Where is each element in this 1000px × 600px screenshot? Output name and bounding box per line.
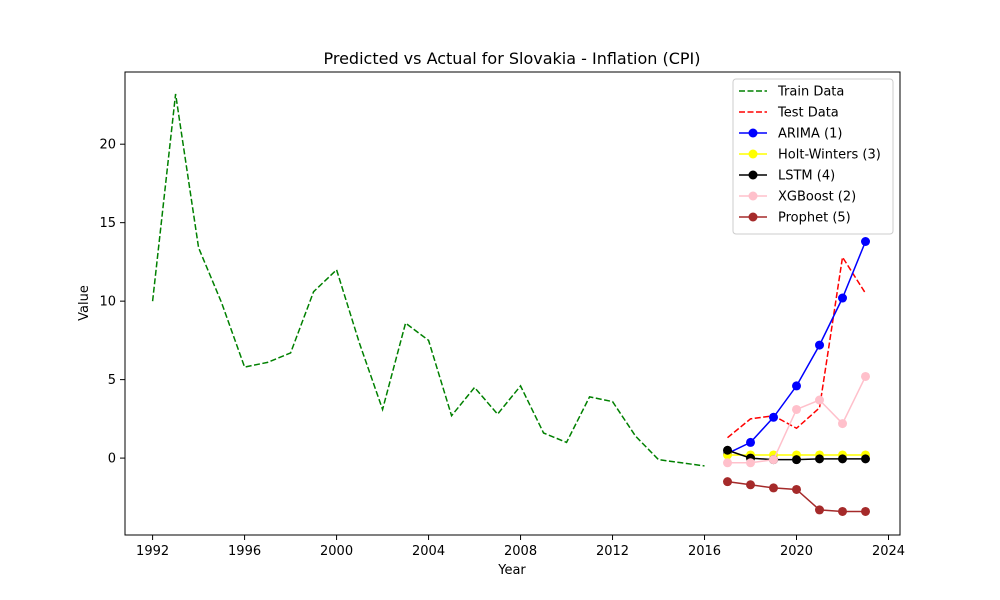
legend-marker: [748, 170, 758, 180]
x-tick-label: 2004: [412, 544, 445, 559]
legend-item: ARIMA (1): [739, 127, 842, 142]
legend-label: LSTM (4): [778, 169, 835, 184]
legend-item: Train Data: [739, 85, 844, 100]
y-tick-label: 5: [108, 373, 116, 388]
data-point: [746, 480, 756, 490]
data-point: [769, 483, 779, 493]
x-tick-label: 2012: [596, 544, 629, 559]
x-tick-label: 1996: [228, 544, 261, 559]
data-point: [861, 454, 871, 464]
data-point: [861, 237, 871, 247]
data-point: [838, 419, 848, 429]
x-tick-label: 2016: [688, 544, 721, 559]
data-point: [838, 454, 848, 464]
legend-label: Holt-Winters (3): [778, 148, 881, 163]
data-point: [861, 506, 871, 516]
legend-item: Holt-Winters (3): [739, 148, 881, 163]
data-point: [723, 477, 733, 487]
legend-label: Train Data: [777, 85, 844, 100]
x-axis: 1992 1996 2000 2004 2008 2012 2016 2020 2024: [136, 535, 905, 559]
data-point: [815, 505, 825, 515]
data-point: [815, 340, 825, 350]
x-tick-label: 2024: [872, 544, 905, 559]
data-point: [838, 293, 848, 303]
series-0: [151, 93, 705, 467]
series-6: [723, 477, 871, 516]
x-axis-label: Year: [497, 563, 526, 578]
legend-label: ARIMA (1): [778, 127, 842, 142]
series-line: [151, 93, 705, 467]
legend-marker: [748, 212, 758, 222]
data-point: [769, 455, 779, 465]
y-axis: 0 5 10 15 20: [99, 138, 125, 467]
series-line: [727, 255, 867, 439]
data-point: [792, 484, 802, 494]
legend-item: Prophet (5): [739, 211, 851, 226]
plot-frame: [124, 71, 901, 536]
data-point: [723, 458, 733, 468]
y-tick-label: 0: [108, 452, 116, 467]
legend: Train Data Test Data ARIMA (1) Holt-Winters…: [732, 78, 894, 235]
series-5: [723, 371, 871, 468]
legend-label: XGBoost (2): [778, 190, 856, 205]
legend-marker: [748, 128, 758, 138]
data-point: [746, 437, 756, 447]
x-tick-label: 2020: [780, 544, 813, 559]
data-point: [746, 458, 756, 468]
legend-item: XGBoost (2): [739, 190, 856, 205]
legend-label: Test Data: [777, 106, 839, 121]
data-point: [815, 395, 825, 405]
x-tick-label: 1992: [136, 544, 169, 559]
data-point: [723, 445, 733, 455]
legend-label: Prophet (5): [778, 211, 851, 226]
y-tick-label: 20: [99, 138, 116, 153]
legend-box: [732, 78, 894, 235]
y-tick-label: 10: [99, 295, 116, 310]
series-2: [723, 237, 871, 458]
legend-item: Test Data: [739, 106, 839, 121]
chart-title: Predicted vs Actual for Slovakia - Infla…: [323, 49, 700, 68]
y-axis-label: Value: [77, 285, 92, 321]
data-point: [815, 454, 825, 464]
data-point: [861, 371, 871, 381]
series-layer: [151, 93, 871, 516]
data-point: [769, 412, 779, 422]
x-tick-label: 2008: [504, 544, 537, 559]
legend-item: LSTM (4): [739, 169, 835, 184]
x-tick-label: 2000: [320, 544, 353, 559]
legend-marker: [748, 149, 758, 159]
legend-marker: [748, 191, 758, 201]
series-1: [727, 255, 867, 439]
data-point: [838, 506, 848, 516]
y-tick-label: 15: [99, 216, 116, 231]
data-point: [792, 455, 802, 465]
data-point: [792, 381, 802, 391]
data-point: [792, 404, 802, 414]
